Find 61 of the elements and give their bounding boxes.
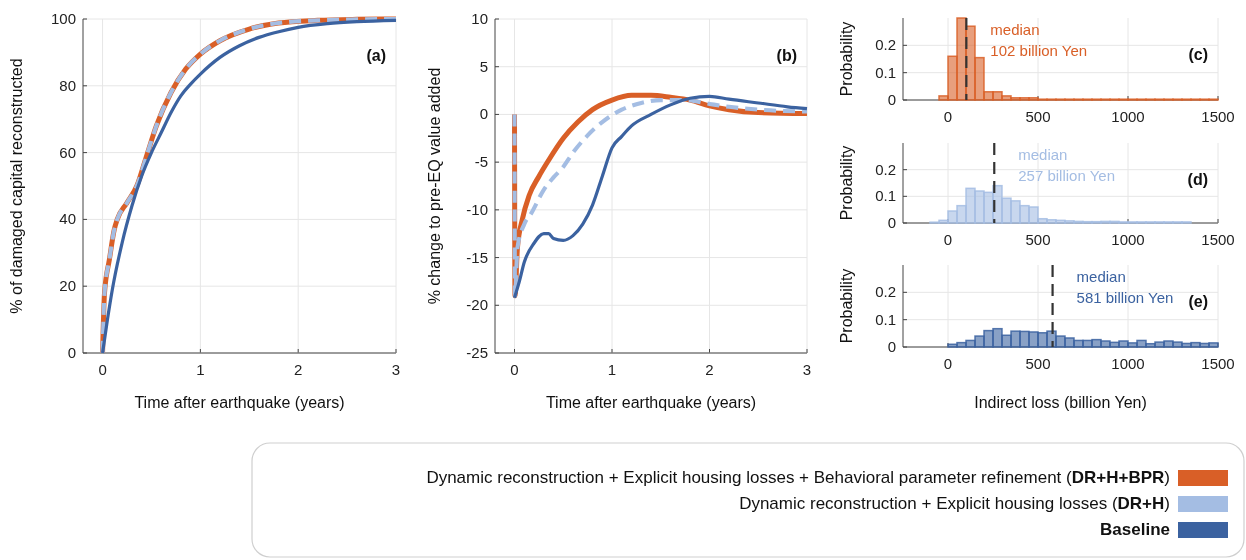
annotation: (a) xyxy=(366,47,386,64)
x-tick-label: 1000 xyxy=(1111,355,1145,372)
ref-line-label: median 257 billion Yen xyxy=(1018,146,1116,184)
x-axis-title: Indirect loss (billion Yen) xyxy=(974,394,1147,411)
y-tick-label: 0 xyxy=(887,91,896,108)
legend-label: Dynamic reconstruction + Explicit housing losses + Behavioral parameter refinement (DR+H+BPR) xyxy=(426,468,1170,487)
y-tick-label: 80 xyxy=(59,76,76,94)
ref-line-label: median 102 billion Yen xyxy=(990,21,1088,59)
y-tick-label: -10 xyxy=(466,200,488,218)
y-tick-label: 0 xyxy=(887,214,896,231)
y-tick-label: 5 xyxy=(479,57,488,75)
x-tick-label: 2 xyxy=(705,361,714,378)
annotation: (d) xyxy=(1187,171,1208,188)
y-tick-label: -15 xyxy=(466,248,488,266)
annotation: (c) xyxy=(1188,46,1208,63)
y-axis-title: % change to pre-EQ value added xyxy=(426,67,443,305)
legend-label: Baseline xyxy=(1100,520,1170,539)
annotation: (e) xyxy=(1188,293,1208,310)
y-tick-label: 0 xyxy=(887,338,896,355)
y-tick-label: -5 xyxy=(474,153,488,171)
y-axis-title: Probability xyxy=(838,268,855,344)
y-tick-label: 0.2 xyxy=(875,283,896,301)
y-tick-label: 0.2 xyxy=(875,160,896,178)
y-tick-label: 0 xyxy=(67,344,76,361)
y-tick-label: 0.1 xyxy=(875,187,896,205)
x-tick-label: 3 xyxy=(391,361,401,378)
x-tick-label: 1000 xyxy=(1111,108,1145,125)
x-tick-label: 1500 xyxy=(1201,108,1235,125)
y-tick-label: 100 xyxy=(50,10,76,27)
ref-line-label: median 581 billion Yen xyxy=(1076,268,1174,306)
x-tick-label: 1000 xyxy=(1111,231,1145,248)
x-tick-label: 3 xyxy=(802,361,812,378)
x-tick-label: 0 xyxy=(943,108,953,125)
x-axis-title: Time after earthquake (years) xyxy=(545,394,757,411)
x-tick-label: 500 xyxy=(1025,355,1051,372)
y-tick-label: -25 xyxy=(466,344,488,361)
x-tick-label: 500 xyxy=(1025,231,1051,248)
x-axis-title: Time after earthquake (years) xyxy=(134,394,345,411)
x-tick-label: 1500 xyxy=(1201,355,1235,372)
y-tick-label: 40 xyxy=(59,210,76,228)
x-tick-label: 500 xyxy=(1025,108,1051,125)
y-axis-title: Probability xyxy=(838,145,855,221)
y-axis-title: % of damaged capital reconstructed xyxy=(8,58,25,314)
y-axis-title: Probability xyxy=(838,21,855,97)
x-tick-label: 0 xyxy=(98,361,107,378)
x-tick-label: 0 xyxy=(943,231,953,248)
x-tick-label: 1500 xyxy=(1201,231,1235,248)
legend-label: Dynamic reconstruction + Explicit housing losses (DR+H) xyxy=(739,494,1170,513)
annotation: (b) xyxy=(776,47,797,64)
x-tick-label: 1 xyxy=(196,361,205,378)
x-tick-label: 0 xyxy=(510,361,519,378)
y-tick-label: 0.1 xyxy=(875,63,896,81)
y-tick-label: 60 xyxy=(59,143,76,161)
y-tick-label: 20 xyxy=(59,277,76,295)
y-tick-label: -20 xyxy=(466,296,488,314)
y-tick-label: 0.1 xyxy=(875,310,896,328)
y-tick-label: 10 xyxy=(471,10,488,27)
x-tick-label: 0 xyxy=(943,355,953,372)
x-tick-label: 2 xyxy=(294,361,303,378)
x-tick-label: 1 xyxy=(607,361,617,378)
y-tick-label: 0.2 xyxy=(875,36,896,54)
